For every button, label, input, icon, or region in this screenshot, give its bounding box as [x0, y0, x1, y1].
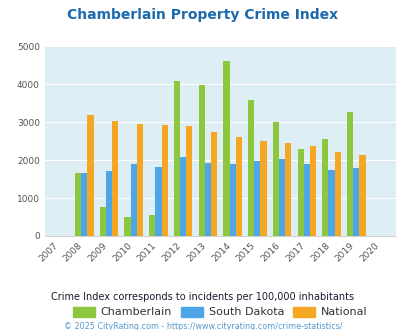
Bar	[247, 100, 254, 236]
Bar	[106, 171, 112, 236]
Bar	[322, 139, 328, 236]
Bar	[334, 152, 340, 236]
Bar	[136, 124, 143, 236]
Bar	[223, 61, 229, 236]
Bar	[229, 164, 235, 236]
Bar	[100, 208, 106, 236]
Bar	[204, 163, 211, 236]
Bar	[112, 120, 118, 236]
Bar	[124, 217, 130, 236]
Bar	[180, 157, 186, 236]
Bar	[254, 161, 260, 236]
Bar	[155, 167, 161, 236]
Bar	[284, 143, 291, 236]
Bar	[173, 81, 180, 236]
Legend: Chamberlain, South Dakota, National: Chamberlain, South Dakota, National	[68, 302, 371, 322]
Text: Chamberlain Property Crime Index: Chamberlain Property Crime Index	[67, 8, 338, 22]
Text: Crime Index corresponds to incidents per 100,000 inhabitants: Crime Index corresponds to incidents per…	[51, 292, 354, 302]
Bar	[352, 168, 358, 236]
Bar	[87, 115, 93, 236]
Bar	[235, 137, 241, 236]
Bar	[278, 159, 284, 236]
Bar	[130, 164, 136, 236]
Bar	[297, 148, 303, 236]
Bar	[260, 142, 266, 236]
Bar	[161, 125, 167, 236]
Bar	[211, 132, 217, 236]
Bar	[272, 122, 278, 236]
Bar	[328, 170, 334, 236]
Text: © 2025 CityRating.com - https://www.cityrating.com/crime-statistics/: © 2025 CityRating.com - https://www.city…	[64, 322, 341, 330]
Bar	[75, 173, 81, 236]
Bar	[358, 155, 364, 236]
Bar	[309, 147, 315, 236]
Bar	[81, 173, 87, 236]
Bar	[346, 112, 352, 236]
Bar	[186, 126, 192, 236]
Bar	[149, 215, 155, 236]
Bar	[303, 164, 309, 236]
Bar	[198, 85, 204, 236]
